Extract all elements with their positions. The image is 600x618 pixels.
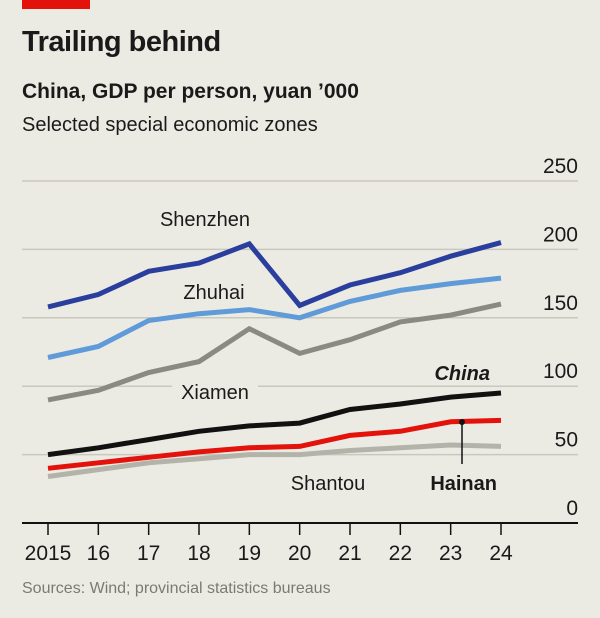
x-tick-label: 24 [489, 542, 513, 565]
y-tick-label: 250 [543, 155, 578, 178]
x-tick-label: 19 [238, 542, 261, 565]
series-label-hainan: Hainan [430, 473, 497, 495]
chart-title: Trailing behind [22, 26, 221, 58]
series-line-hainan [47, 417, 502, 471]
chart-subtitle: China, GDP per person, yuan ’000 [22, 80, 359, 103]
y-tick-label: 150 [543, 292, 578, 315]
x-tick-label: 17 [137, 542, 160, 565]
x-tick-label: 22 [389, 542, 412, 565]
series-line-shenzhen [47, 240, 502, 310]
series-line-shantou [47, 442, 502, 479]
series-line-china [47, 390, 502, 458]
label-background [172, 378, 258, 400]
series-label-shenzhen: Shenzhen [160, 209, 250, 231]
source-note: Sources: Wind; provincial statistics bur… [22, 580, 331, 597]
x-tick-label: 20 [288, 542, 311, 565]
series-label-xiamen: Xiamen [181, 382, 249, 404]
series-line-xiamen [47, 301, 502, 403]
x-tick-label: 18 [187, 542, 210, 565]
y-tick-label: 50 [555, 429, 578, 452]
y-tick-label: 0 [566, 497, 578, 520]
x-tick-label: 16 [87, 542, 110, 565]
x-tick-label: 23 [439, 542, 462, 565]
chart-description: Selected special economic zones [22, 114, 318, 136]
y-tick-label: 200 [543, 223, 578, 246]
y-tick-label: 100 [543, 360, 578, 383]
accent-bar [22, 0, 90, 9]
series-label-zhuhai: Zhuhai [183, 282, 244, 304]
x-tick-label: 21 [338, 542, 361, 565]
series-label-shantou: Shantou [291, 473, 366, 495]
series-label-china: China [434, 363, 490, 385]
series-line-zhuhai [47, 275, 502, 360]
x-tick-label: 2015 [25, 542, 72, 565]
hainan-leader-dot [459, 419, 465, 425]
